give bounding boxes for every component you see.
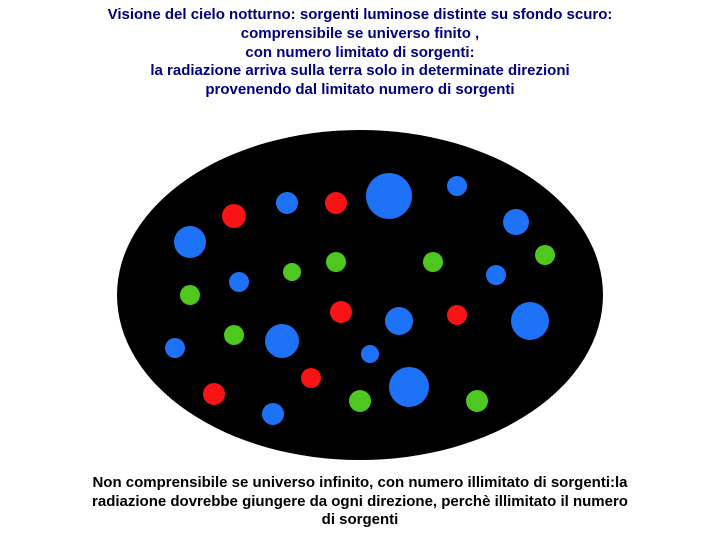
- light-source: [203, 383, 225, 405]
- bottom-caption: Non comprensibile se universo infinito, …: [0, 474, 720, 530]
- light-source: [330, 301, 352, 323]
- top-line-1: Visione del cielo notturno: sorgenti lum…: [20, 6, 700, 25]
- night-sky-ellipse: [117, 130, 603, 460]
- light-source: [389, 367, 429, 407]
- light-source: [301, 368, 321, 388]
- light-source: [180, 285, 200, 305]
- top-line-3: con numero limitato di sorgenti:: [20, 44, 700, 63]
- top-line-5: provenendo dal limitato numero di sorgen…: [20, 81, 700, 100]
- light-source: [224, 325, 244, 345]
- light-source: [486, 265, 506, 285]
- bottom-line-1: Non comprensibile se universo infinito, …: [18, 474, 702, 493]
- light-source: [174, 226, 206, 258]
- bottom-line-2: radiazione dovrebbe giungere da ogni dir…: [18, 493, 702, 512]
- bottom-line-3: di sorgenti: [18, 511, 702, 530]
- light-source: [349, 390, 371, 412]
- light-source: [222, 204, 246, 228]
- light-source: [511, 302, 549, 340]
- light-source: [466, 390, 488, 412]
- top-line-2: comprensibile se universo finito ,: [20, 25, 700, 44]
- light-source: [447, 176, 467, 196]
- top-caption: Visione del cielo notturno: sorgenti lum…: [0, 0, 720, 100]
- light-source: [262, 403, 284, 425]
- top-line-4: la radiazione arriva sulla terra solo in…: [20, 62, 700, 81]
- light-source: [325, 192, 347, 214]
- light-source: [276, 192, 298, 214]
- light-source: [165, 338, 185, 358]
- sky-ellipse-container: [117, 130, 603, 460]
- light-source: [265, 324, 299, 358]
- light-source: [361, 345, 379, 363]
- light-source: [423, 252, 443, 272]
- light-source: [535, 245, 555, 265]
- light-source: [283, 263, 301, 281]
- light-source: [326, 252, 346, 272]
- light-source: [229, 272, 249, 292]
- light-source: [503, 209, 529, 235]
- light-source: [447, 305, 467, 325]
- light-source: [385, 307, 413, 335]
- light-source: [366, 173, 412, 219]
